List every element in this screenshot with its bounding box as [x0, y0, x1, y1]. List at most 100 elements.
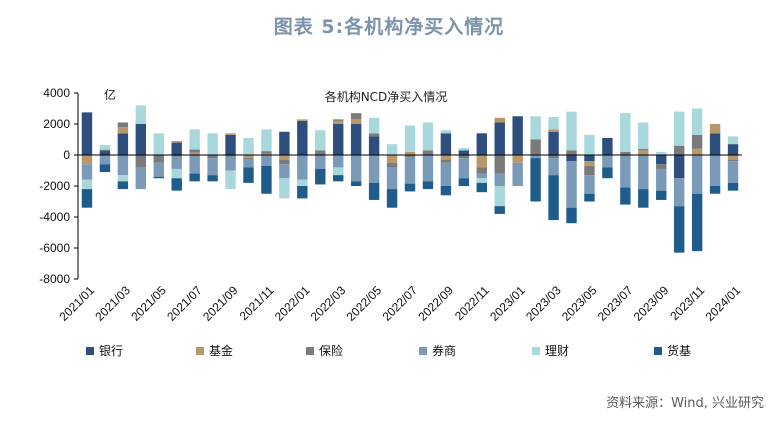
x-tick-label: 2022/01: [272, 283, 313, 324]
bar-保险-2023/03: [548, 155, 559, 159]
bar-银行-2023/03: [548, 131, 559, 155]
bar-理财-2022/12: [494, 186, 505, 207]
bar-理财-2023/05: [584, 134, 595, 155]
bar-货基-2023/06: [602, 167, 613, 179]
bar-银行-2023/12: [709, 133, 721, 155]
bar-货基-2023/10: [673, 206, 685, 253]
y-tick-label: -4000: [39, 210, 70, 224]
bar-理财-2021/01: [81, 179, 93, 190]
bar-理财-2022/07: [404, 125, 416, 152]
bar-货基-2023/04: [566, 207, 577, 224]
bar-券商-2023/09: [656, 168, 667, 191]
bar-券商-2023/10: [673, 178, 685, 207]
bar-券商-2022/06: [386, 167, 398, 190]
bar-保险-2021/05: [153, 155, 164, 163]
bar-理财-2022/02: [315, 130, 326, 151]
bar-银行-2022/12: [494, 122, 505, 155]
x-tick-label: 2023/05: [559, 283, 600, 324]
bar-基金-2022/07: [404, 151, 416, 155]
bar-保险-2021/07: [189, 149, 200, 153]
y-tick-label: 2000: [43, 117, 70, 131]
bar-货基-2023/07: [620, 187, 631, 205]
bar-货基-2023/02: [530, 158, 541, 202]
bar-券商-2022/08: [422, 155, 434, 182]
bar-券商-2022/10: [458, 158, 470, 179]
bar-保险-2021/06: [171, 155, 182, 157]
legend-swatch: [196, 347, 204, 355]
bar-理财-2023/02: [530, 116, 541, 140]
legend-swatch: [306, 347, 314, 355]
bar-银行-2024/01: [727, 144, 739, 155]
bar-银行-2022/11: [476, 133, 487, 155]
bar-基金-2023/08: [638, 150, 649, 155]
bar-银行-2021/03: [117, 133, 129, 155]
bar-货基-2022/05: [368, 182, 380, 200]
legend-swatch: [86, 347, 94, 355]
bar-货基-2023/11: [691, 193, 703, 252]
bar-理财-2023/10: [673, 111, 685, 146]
bar-货基-2021/10: [243, 167, 254, 183]
bar-券商-2021/12: [279, 164, 290, 179]
y-tick-label: -6000: [39, 241, 70, 255]
bar-券商-2021/11: [261, 155, 272, 166]
bar-货基-2023/08: [638, 189, 649, 208]
bar-理财-2021/03: [117, 175, 129, 182]
bar-券商-2022/04: [350, 155, 362, 182]
bar-货基-2022/10: [458, 178, 470, 186]
x-tick-label: 2022/11: [452, 283, 492, 323]
bar-基金-2022/11: [476, 155, 487, 168]
x-tick-label: 2022/03: [308, 283, 349, 324]
bar-货基-2022/09: [440, 186, 452, 196]
bar-保险-2023/07: [620, 151, 631, 155]
bar-保险-2022/10: [458, 155, 470, 159]
bar-券商-2022/03: [333, 155, 344, 168]
chart-title: 各机构NCD净买入情况: [325, 89, 448, 104]
bar-基金-2023/03: [548, 129, 559, 132]
bar-银行-2022/01: [297, 120, 308, 155]
bar-货基-2022/08: [422, 181, 434, 190]
bar-基金-2021/07: [189, 152, 200, 155]
bar-保险-2022/08: [422, 150, 434, 155]
bar-保险-2021/08: [207, 155, 218, 159]
y-tick-label: 4000: [43, 86, 70, 100]
bar-货基-2021/06: [171, 178, 182, 191]
bar-货基-2024/01: [727, 182, 739, 191]
bar-理财-2022/06: [386, 144, 398, 155]
bar-银行-2023/04: [566, 155, 577, 162]
bar-券商-2023/03: [548, 158, 559, 176]
bar-基金-2022/09: [440, 155, 452, 160]
legend-label: 基金: [209, 343, 233, 358]
x-tick-label: 2021/01: [57, 283, 98, 324]
bar-基金-2021/10: [243, 155, 254, 159]
bar-保险-2021/10: [243, 158, 254, 160]
bar-银行-2022/09: [440, 133, 452, 155]
bar-券商-2023/02: [530, 155, 541, 159]
bar-保险-2021/12: [279, 159, 290, 165]
bar-券商-2023/08: [638, 155, 649, 190]
bar-券商-2022/12: [494, 173, 505, 186]
bar-保险-2023/10: [673, 145, 685, 155]
bar-券商-2023/04: [566, 161, 577, 208]
bar-保险-2022/06: [386, 162, 398, 168]
legend-label: 券商: [432, 343, 456, 358]
bar-基金-2023/12: [709, 124, 721, 134]
bar-券商-2022/02: [315, 155, 326, 169]
bar-保险-2022/05: [368, 133, 380, 137]
bar-保险-2022/02: [315, 150, 326, 155]
bar-券商-2021/09: [225, 156, 236, 171]
bar-货基-2021/02: [99, 164, 111, 173]
bar-理财-2022/05: [368, 117, 380, 134]
bar-基金-2023/05: [584, 161, 595, 166]
bar-基金-2022/12: [494, 117, 505, 123]
bar-理财-2022/11: [476, 178, 487, 183]
bar-基金-2021/02: [99, 149, 111, 151]
bar-基金-2022/03: [333, 120, 344, 124]
x-tick-label: 2022/09: [415, 283, 456, 324]
bar-货基-2021/07: [189, 173, 200, 182]
bar-理财-2023/08: [638, 122, 649, 149]
bar-理财-2022/10: [458, 148, 470, 151]
bar-券商-2023/06: [602, 155, 613, 168]
bar-货基-2022/03: [333, 175, 344, 182]
bar-基金-2021/12: [279, 155, 290, 160]
